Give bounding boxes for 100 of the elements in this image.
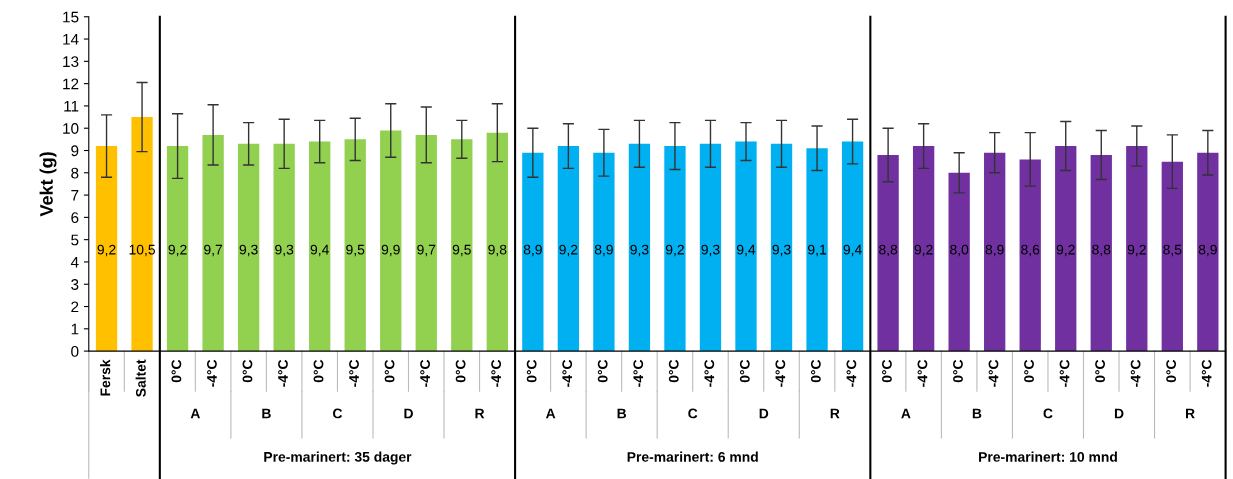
data-label: 9,2 [1127, 244, 1146, 257]
data-label: 9,4 [843, 244, 862, 257]
x-tick-label: -4°C [704, 359, 715, 387]
bar [1126, 146, 1148, 352]
text: C [1043, 408, 1053, 419]
y-tick-label: 12 [63, 78, 79, 90]
x-tick-label: 0°C [1024, 359, 1034, 383]
y-tick-label: 2 [71, 301, 79, 313]
bar [699, 143, 722, 352]
bar [344, 139, 366, 352]
bar [202, 134, 224, 352]
bar [593, 152, 615, 352]
x-tick-label: 0°C [668, 359, 679, 383]
y-tick-label: 4 [70, 256, 79, 268]
bar [1197, 152, 1219, 352]
y-tick-label: 6 [71, 212, 79, 224]
y-tick-label: 0 [71, 345, 79, 357]
bar [735, 141, 757, 352]
x-tick-label: 0°C [1095, 359, 1105, 383]
bar [166, 146, 189, 352]
data-label: 9,5 [452, 244, 471, 257]
x-tick-label: Fersk [100, 359, 111, 396]
x-tick-label: 0°C [455, 359, 466, 383]
bar [522, 152, 544, 352]
bar [806, 148, 828, 352]
bar [628, 143, 651, 352]
x-tick-label: 0°C [597, 359, 608, 383]
data-label: 9,2 [97, 244, 116, 257]
bar [770, 143, 793, 352]
data-label: 9,2 [665, 244, 684, 257]
text: R [475, 408, 485, 419]
text: Pre-marinert: 6 mnd [627, 451, 758, 462]
x-tick-label: -4°C [1130, 359, 1141, 387]
text: B [972, 408, 982, 419]
x-tick-label: 0°C [384, 359, 395, 383]
text: A [901, 408, 911, 419]
data-label: 9,7 [417, 244, 436, 257]
bar [1161, 161, 1183, 352]
data-label: 9,3 [772, 244, 791, 257]
y-tick-label: 3 [71, 279, 79, 290]
text: B [617, 408, 627, 419]
x-tick-label: -4°C [278, 359, 288, 387]
data-label: 9,9 [381, 244, 400, 257]
x-tick-label: -4°C [917, 359, 928, 387]
x-tick-label: -4°C [988, 359, 999, 387]
x-tick-label: -4°C [562, 359, 573, 387]
text: C [688, 408, 698, 419]
bar [948, 172, 970, 352]
y-tick-label: 14 [63, 34, 79, 45]
x-tick-label: -4°C [846, 359, 857, 387]
x-tick-label: 0°C [242, 359, 253, 383]
x-tick-label: 0°C [953, 359, 963, 383]
data-label: 8,9 [594, 244, 613, 257]
x-tick-label: -4°C [775, 359, 786, 387]
y-tick-label: 7 [71, 190, 79, 201]
bar [664, 146, 686, 352]
x-tick-label: 0°C [1166, 359, 1177, 383]
data-label: 8,8 [879, 244, 898, 257]
bar [1055, 146, 1077, 352]
data-label: 9,3 [630, 244, 649, 257]
x-tick-label: -4°C [491, 359, 502, 387]
data-label: 9,5 [346, 244, 365, 257]
text: A [545, 408, 556, 419]
data-label: 9,3 [275, 244, 294, 257]
text: D [1114, 408, 1124, 419]
data-label: 9,2 [168, 244, 187, 257]
bar [1019, 159, 1041, 352]
bar [1090, 154, 1112, 352]
x-tick-label: -4°C [349, 359, 359, 387]
text: D [404, 408, 413, 419]
x-tick-label: -4°C [420, 359, 430, 387]
bar [451, 139, 473, 352]
bar [841, 141, 864, 352]
bar [415, 134, 437, 352]
x-tick-label: -4°C [633, 359, 644, 387]
data-label: 8,9 [1198, 244, 1217, 257]
data-label: 9,7 [204, 244, 223, 257]
text: R [1185, 408, 1195, 419]
bar [237, 143, 260, 352]
x-tick-label: 0°C [171, 359, 182, 383]
x-tick-label: 0°C [526, 359, 537, 383]
y-tick-label: 8 [71, 167, 79, 179]
data-label: 8,5 [1163, 244, 1182, 257]
data-label: 9,2 [914, 244, 933, 257]
data-label: 9,2 [559, 244, 578, 257]
data-label: 9,2 [1056, 244, 1075, 257]
x-tick-label: 0°C [739, 359, 750, 383]
bar [309, 141, 331, 352]
x-tick-label: 0°C [810, 359, 821, 383]
bar [486, 132, 508, 352]
bar [273, 143, 295, 352]
x-tick-label: 0°C [313, 359, 324, 383]
data-label: 8,8 [1092, 244, 1111, 257]
x-tick-label: -4°C [207, 359, 217, 387]
data-label: 9,8 [488, 244, 507, 257]
text: D [759, 408, 769, 419]
y-tick-label: 5 [71, 234, 79, 246]
x-tick-label: 0°C [882, 359, 892, 383]
data-label: 9,4 [737, 244, 756, 257]
bar [380, 130, 402, 352]
